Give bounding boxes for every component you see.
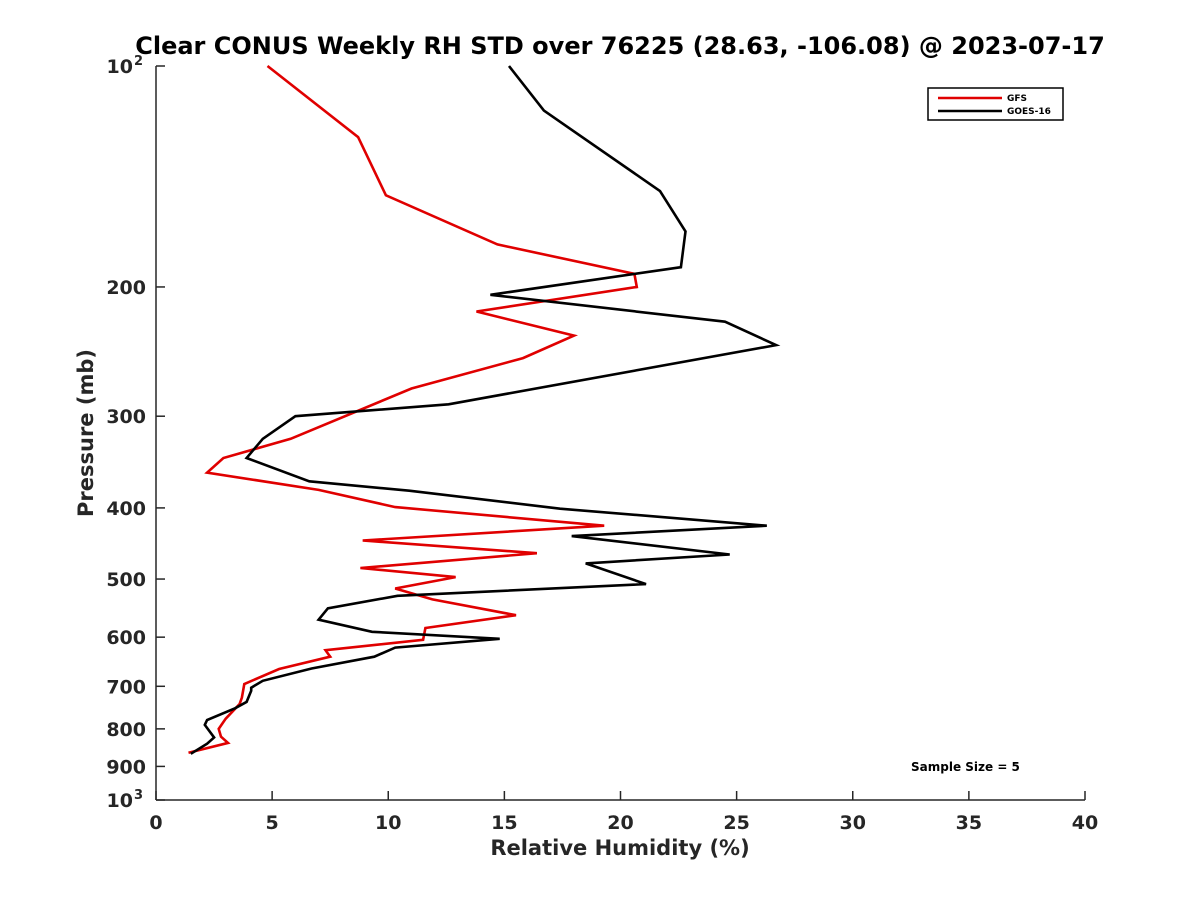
x-tick-label: 30 — [840, 812, 866, 834]
y-tick-label: 800 — [106, 719, 146, 741]
x-axis-label: Relative Humidity (%) — [490, 836, 749, 860]
x-tick-label: 5 — [266, 812, 279, 834]
series-line-goes-16 — [190, 65, 781, 755]
x-tick-label: 35 — [956, 812, 982, 834]
legend: GFS GOES-16 — [927, 87, 1064, 121]
y-tick-label-base: 10 — [107, 56, 133, 78]
x-tick-label: 0 — [149, 812, 162, 834]
legend-label: GFS — [1007, 94, 1027, 104]
y-tick-label-exponent: 3 — [134, 788, 143, 803]
series-line-gfs — [188, 64, 639, 754]
y-tick-label: 200 — [106, 277, 146, 299]
legend-box — [927, 87, 1064, 121]
legend-label: GOES-16 — [1007, 107, 1051, 117]
sample-size-annotation: Sample Size = 5 — [911, 760, 1020, 774]
y-tick-label: 10 — [107, 56, 133, 78]
y-tick-label-base: 10 — [107, 790, 133, 812]
y-axis-label: Pressure (mb) — [74, 349, 98, 517]
x-tick-label: 40 — [1072, 812, 1098, 834]
y-tick-label: 700 — [106, 676, 146, 698]
y-tick-label: 10 — [107, 790, 133, 812]
x-tick-label: 25 — [723, 812, 749, 834]
series-layer — [188, 64, 781, 755]
chart-title: Clear CONUS Weekly RH STD over 76225 (28… — [135, 32, 1105, 60]
x-tick-label: 10 — [375, 812, 401, 834]
x-tick-label: 20 — [607, 812, 633, 834]
y-tick-label: 400 — [106, 498, 146, 520]
y-tick-label: 500 — [106, 569, 146, 591]
y-tick-label-exponent: 2 — [134, 54, 143, 69]
y-tick-label: 600 — [106, 627, 146, 649]
x-tick-label: 15 — [491, 812, 517, 834]
y-tick-label: 300 — [106, 406, 146, 428]
y-tick-label: 900 — [106, 756, 146, 778]
